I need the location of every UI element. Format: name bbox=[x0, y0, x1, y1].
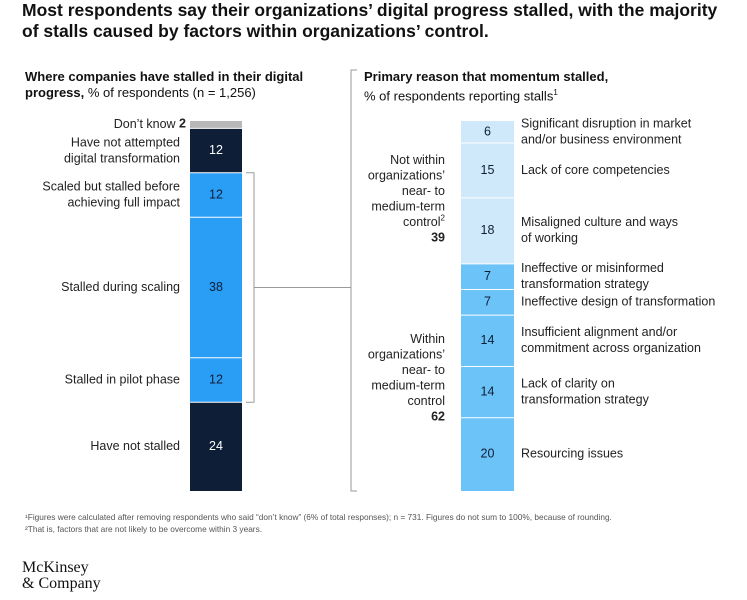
left-bar-segment bbox=[190, 172, 242, 218]
right-segment-label: commitment across organization bbox=[521, 341, 701, 355]
left-segment-value: 12 bbox=[209, 187, 223, 201]
right-segment-value: 14 bbox=[481, 384, 495, 398]
right-bar-segment bbox=[461, 289, 514, 316]
left-bar-segment bbox=[190, 357, 242, 403]
group-label: organizations’ bbox=[368, 347, 445, 361]
left-segment-label: Scaled but stalled before bbox=[42, 179, 180, 193]
left-segment-label: achieving full impact bbox=[67, 195, 180, 209]
group-label: near- to bbox=[402, 363, 445, 377]
right-segment-label: of working bbox=[521, 231, 578, 245]
left-bar-segment bbox=[190, 121, 242, 129]
right-bar-segment bbox=[461, 121, 514, 143]
right-segment-label: Misaligned culture and ways bbox=[521, 215, 678, 229]
logo-line-1: McKinsey bbox=[22, 559, 89, 576]
right-chart-subtitle: Primary reason that momentum stalled, % … bbox=[364, 69, 734, 104]
left-segment-label: Stalled in pilot phase bbox=[65, 372, 180, 386]
left-subtitle-bold: Where companies have stalled in their di… bbox=[25, 69, 304, 100]
stalled-bracket bbox=[246, 172, 255, 403]
right-segment-label: and/or business environment bbox=[521, 132, 682, 146]
group-label: control bbox=[407, 394, 445, 408]
right-segment-label: transformation strategy bbox=[521, 392, 650, 406]
right-bar-segment bbox=[461, 315, 514, 367]
group-label: medium-term bbox=[371, 378, 445, 392]
left-segment-label: Have not stalled bbox=[90, 439, 180, 453]
right-segment-value: 18 bbox=[481, 223, 495, 237]
right-bar-segment bbox=[461, 263, 514, 290]
left-segment-label: Don’t know 2 bbox=[114, 117, 186, 131]
left-segment-label: Have not attempted bbox=[71, 135, 180, 149]
chart-title: Most respondents say their organizations… bbox=[22, 0, 718, 41]
group-total: 39 bbox=[431, 230, 445, 244]
group-label: near- to bbox=[402, 184, 445, 198]
right-subtitle-rest: % of respondents reporting stalls bbox=[364, 88, 554, 104]
right-bar-segment bbox=[461, 366, 514, 418]
right-bar-segment bbox=[461, 197, 514, 264]
group-label: control2 bbox=[403, 213, 446, 229]
left-chart-subtitle: Where companies have stalled in their di… bbox=[25, 69, 345, 101]
left-segment-value: 12 bbox=[209, 372, 223, 386]
right-segment-value: 14 bbox=[481, 333, 495, 347]
footnote-1: ¹Figures were calculated after removing … bbox=[25, 512, 612, 522]
right-chart-bracket bbox=[350, 69, 357, 492]
left-bar-segment bbox=[190, 402, 242, 491]
left-segment-value: 24 bbox=[209, 439, 223, 453]
right-segment-label: Ineffective or misinformed bbox=[521, 261, 664, 275]
left-bar-segment bbox=[190, 217, 242, 358]
right-segment-label: transformation strategy bbox=[521, 277, 650, 291]
right-segment-value: 6 bbox=[484, 124, 491, 138]
group-label: medium-term bbox=[371, 199, 445, 213]
left-segment-value: 38 bbox=[209, 280, 223, 294]
left-segment-label: Stalled during scaling bbox=[61, 280, 180, 294]
right-segment-label: Lack of core competencies bbox=[521, 163, 670, 177]
footnote-2: ²That is, factors that are not likely to… bbox=[25, 524, 263, 534]
right-segment-label: Lack of clarity on bbox=[521, 376, 615, 390]
group-label: organizations’ bbox=[368, 168, 445, 182]
right-subtitle-footnote-mark: 1 bbox=[553, 88, 558, 97]
group-label: Not within bbox=[390, 153, 445, 167]
right-segment-value: 20 bbox=[481, 447, 495, 461]
right-segment-label: Ineffective design of transformation bbox=[521, 295, 715, 309]
right-segment-value: 7 bbox=[484, 295, 491, 309]
right-segment-label: Resourcing issues bbox=[521, 447, 623, 461]
right-bar-segment bbox=[461, 417, 514, 491]
group-total: 62 bbox=[431, 409, 445, 423]
right-subtitle-bold: Primary reason that momentum stalled, bbox=[364, 69, 609, 84]
left-segment-value: 2 bbox=[179, 117, 186, 131]
right-segment-value: 15 bbox=[481, 163, 495, 177]
group-label-footnote-mark: 2 bbox=[441, 213, 446, 222]
left-bar-segment bbox=[190, 128, 242, 173]
group-label: Within bbox=[410, 332, 445, 346]
right-segment-label: Insufficient alignment and/or bbox=[521, 325, 677, 339]
left-subtitle-rest: % of respondents (n = 1,256) bbox=[84, 85, 256, 100]
left-segment-value: 12 bbox=[209, 143, 223, 157]
mckinsey-logo: McKinsey & Company bbox=[22, 560, 101, 592]
right-segment-value: 7 bbox=[484, 269, 491, 283]
right-segment-label: Significant disruption in market bbox=[521, 116, 692, 130]
left-segment-label: digital transformation bbox=[64, 151, 180, 165]
right-bar-segment bbox=[461, 142, 514, 198]
logo-line-2: & Company bbox=[22, 575, 101, 592]
